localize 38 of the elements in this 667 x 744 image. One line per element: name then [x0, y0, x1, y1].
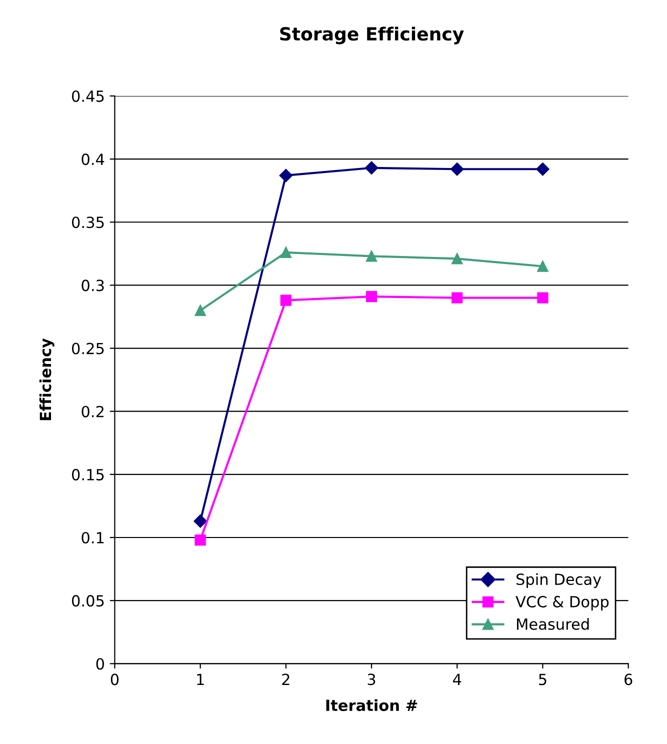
y-tick-label: 0.1: [82, 532, 104, 544]
y-tick-label: 0.05: [72, 595, 104, 607]
point: [537, 260, 548, 272]
y-tick-label: 0.2: [82, 406, 104, 418]
point: [280, 246, 292, 258]
x-tick-label: 3: [368, 674, 376, 686]
y-tick-label: 0.45: [72, 90, 104, 102]
y-tick-label: 0.4: [82, 154, 104, 166]
point: [364, 161, 378, 174]
point: [536, 162, 550, 176]
x-tick-label: 5: [539, 674, 546, 686]
point: [194, 304, 206, 316]
y-tick-label: 0.3: [82, 280, 104, 292]
x-tick-label: 1: [197, 674, 204, 685]
point: [279, 168, 293, 182]
point: [280, 294, 292, 306]
y-tick-label: 0.25: [72, 342, 104, 354]
chart-title: Storage Efficiency: [280, 26, 464, 44]
y-tick-label: 0: [96, 658, 104, 670]
x-tick-label: 0: [110, 674, 119, 686]
point: [452, 253, 463, 264]
point: [450, 162, 464, 176]
legend-label: Measured: [517, 618, 589, 630]
legend-label: VCC & Dopp: [516, 596, 609, 610]
x-axis-title: Iteration #: [326, 699, 418, 712]
point: [366, 290, 378, 302]
point: [194, 534, 206, 546]
point: [452, 292, 463, 304]
legend-label: Spin Decay: [516, 573, 602, 588]
point: [366, 250, 378, 262]
y-axis-title: Efficiency: [39, 338, 54, 420]
point: [537, 292, 548, 304]
x-tick-label: 2: [282, 674, 290, 685]
x-tick-label: 6: [624, 674, 632, 686]
y-tick-label: 0.35: [72, 216, 104, 228]
point: [194, 514, 207, 528]
x-tick-label: 4: [453, 674, 462, 685]
y-tick-label: 0.15: [72, 468, 104, 480]
